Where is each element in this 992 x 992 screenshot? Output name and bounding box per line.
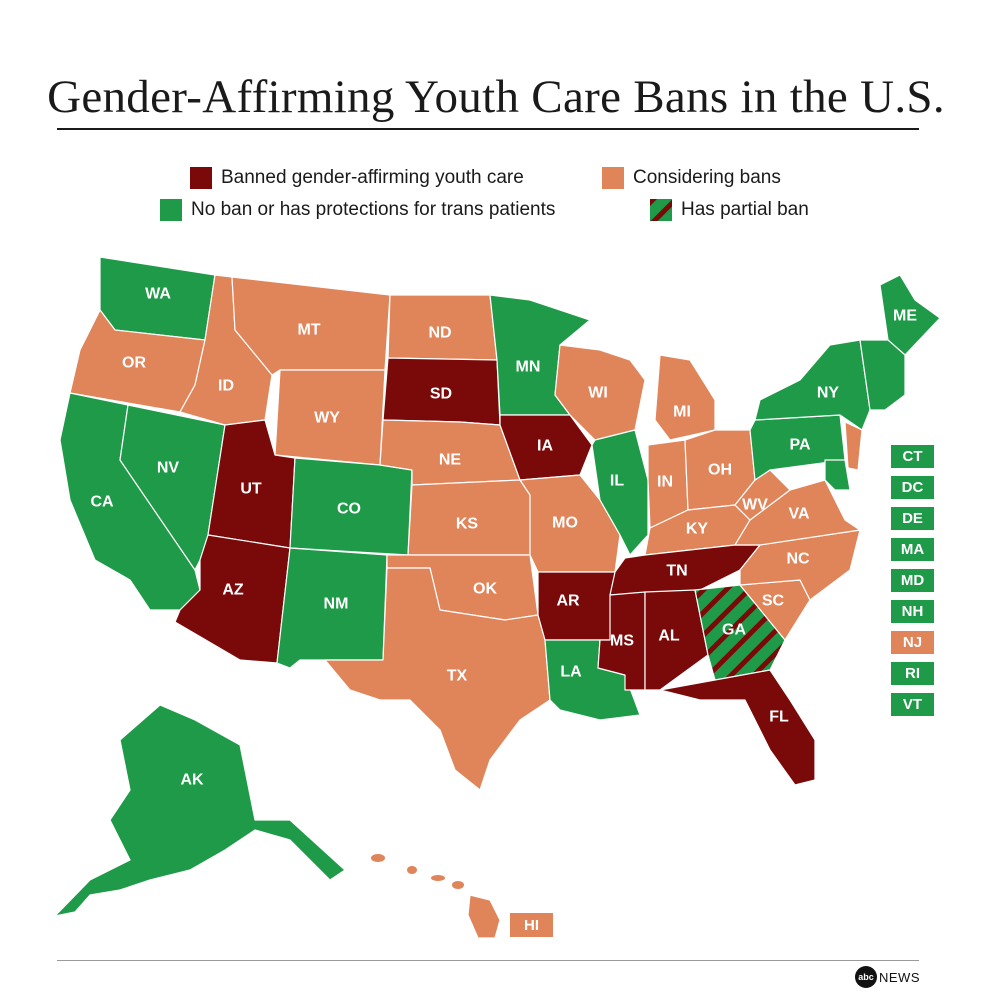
news-wordmark: NEWS <box>879 969 920 985</box>
state-label-WV: WV <box>742 497 768 514</box>
state-label-NV: NV <box>157 460 180 477</box>
state-AL[interactable] <box>644 589 709 691</box>
map-title: Gender-Affirming Youth Care Bans in the … <box>47 71 945 123</box>
footer-rule <box>57 960 919 961</box>
state-label-AR: AR <box>556 593 580 610</box>
legend-swatch-no-ban <box>160 199 182 221</box>
state-label-WY: WY <box>314 410 340 427</box>
state-label-LA: LA <box>560 664 582 681</box>
state-label-PA: PA <box>789 437 810 454</box>
hi-label-box: HI <box>510 913 553 937</box>
state-label-AZ: AZ <box>222 582 244 599</box>
abc-logo-mark: abc <box>855 966 877 988</box>
state-HI[interactable] <box>467 894 501 939</box>
state-IL[interactable] <box>591 429 649 556</box>
state-label-WA: WA <box>145 286 171 303</box>
state-label-NC: NC <box>786 551 810 568</box>
small-state-dc: DC <box>891 476 934 499</box>
state-label-FL: FL <box>769 709 789 726</box>
state-label-ND: ND <box>428 325 451 342</box>
small-state-nj: NJ <box>891 631 934 654</box>
small-state-nh: NH <box>891 600 934 623</box>
state-label-TN: TN <box>666 563 687 580</box>
small-state-vt: VT <box>891 693 934 716</box>
legend-no-ban: No ban or has protections for trans pati… <box>160 198 555 222</box>
state-TX[interactable] <box>324 567 551 791</box>
small-state-ma: MA <box>891 538 934 561</box>
state-label-IL: IL <box>610 473 624 490</box>
state-label-MN: MN <box>516 359 541 376</box>
state-label-NE: NE <box>439 452 462 469</box>
state-MI[interactable] <box>654 354 716 441</box>
state-label-ME: ME <box>893 308 917 325</box>
state-label-MI: MI <box>673 404 691 421</box>
state-label-ID: ID <box>218 378 234 395</box>
state-label-CO: CO <box>337 501 361 518</box>
state-label-IA: IA <box>537 438 553 455</box>
legend-swatch-considering <box>602 167 624 189</box>
small-state-de: DE <box>891 507 934 530</box>
legend-label-partial: Has partial ban <box>681 199 809 220</box>
state-label-SD: SD <box>430 386 452 403</box>
state-label-VA: VA <box>788 506 809 523</box>
state-WV[interactable] <box>734 469 791 521</box>
legend-swatch-partial <box>650 199 672 221</box>
title-rule <box>57 128 919 130</box>
state-label-NY: NY <box>817 385 840 402</box>
state-label-IN: IN <box>657 474 673 491</box>
state-label-GA: GA <box>722 622 746 639</box>
legend-label-considering: Considering bans <box>633 167 781 188</box>
legend-swatch-banned <box>190 167 212 189</box>
state-label-KY: KY <box>686 521 709 538</box>
small-state-ri: RI <box>891 662 934 685</box>
hawaii-island <box>407 866 417 874</box>
region-nj <box>844 421 863 471</box>
region-mid-atlantic <box>824 459 851 491</box>
small-state-ct: CT <box>891 445 934 468</box>
state-VA[interactable] <box>734 479 861 546</box>
state-label-MT: MT <box>297 322 320 339</box>
state-label-OH: OH <box>708 462 732 479</box>
state-label-NM: NM <box>324 596 349 613</box>
legend-label-banned: Banned gender-affirming youth care <box>221 167 524 188</box>
state-label-CA: CA <box>90 494 114 511</box>
region-new-england <box>859 339 906 411</box>
legend-considering: Considering bans <box>602 166 781 190</box>
state-label-UT: UT <box>240 481 262 498</box>
state-label-WI: WI <box>588 385 608 402</box>
small-state-md: MD <box>891 569 934 592</box>
state-NY[interactable] <box>754 339 871 431</box>
hawaii-small-islands <box>371 854 464 889</box>
state-label-KS: KS <box>456 516 479 533</box>
state-label-SC: SC <box>762 593 785 610</box>
state-label-MO: MO <box>552 515 578 532</box>
state-NC[interactable] <box>739 529 861 601</box>
state-label-MS: MS <box>610 633 634 650</box>
hawaii-island <box>452 881 464 889</box>
state-label-TX: TX <box>447 668 468 685</box>
state-label-AL: AL <box>658 628 680 645</box>
state-label-OK: OK <box>473 581 497 598</box>
legend-banned: Banned gender-affirming youth care <box>190 166 524 190</box>
abc-news-logo: abc NEWS <box>855 966 920 988</box>
hawaii-island <box>371 854 385 862</box>
state-label-OR: OR <box>122 355 146 372</box>
hawaii-island <box>431 875 445 881</box>
state-AK[interactable] <box>54 704 346 917</box>
state-FL[interactable] <box>659 669 816 786</box>
legend-label-no-ban: No ban or has protections for trans pati… <box>191 199 556 220</box>
state-labels: WA OR CA NV ID MT WY UT AZ CO NM ND SD NE KS OK TX MN IA MO… <box>90 286 917 789</box>
legend-partial: Has partial ban <box>650 198 809 222</box>
state-label-AK: AK <box>180 772 204 789</box>
